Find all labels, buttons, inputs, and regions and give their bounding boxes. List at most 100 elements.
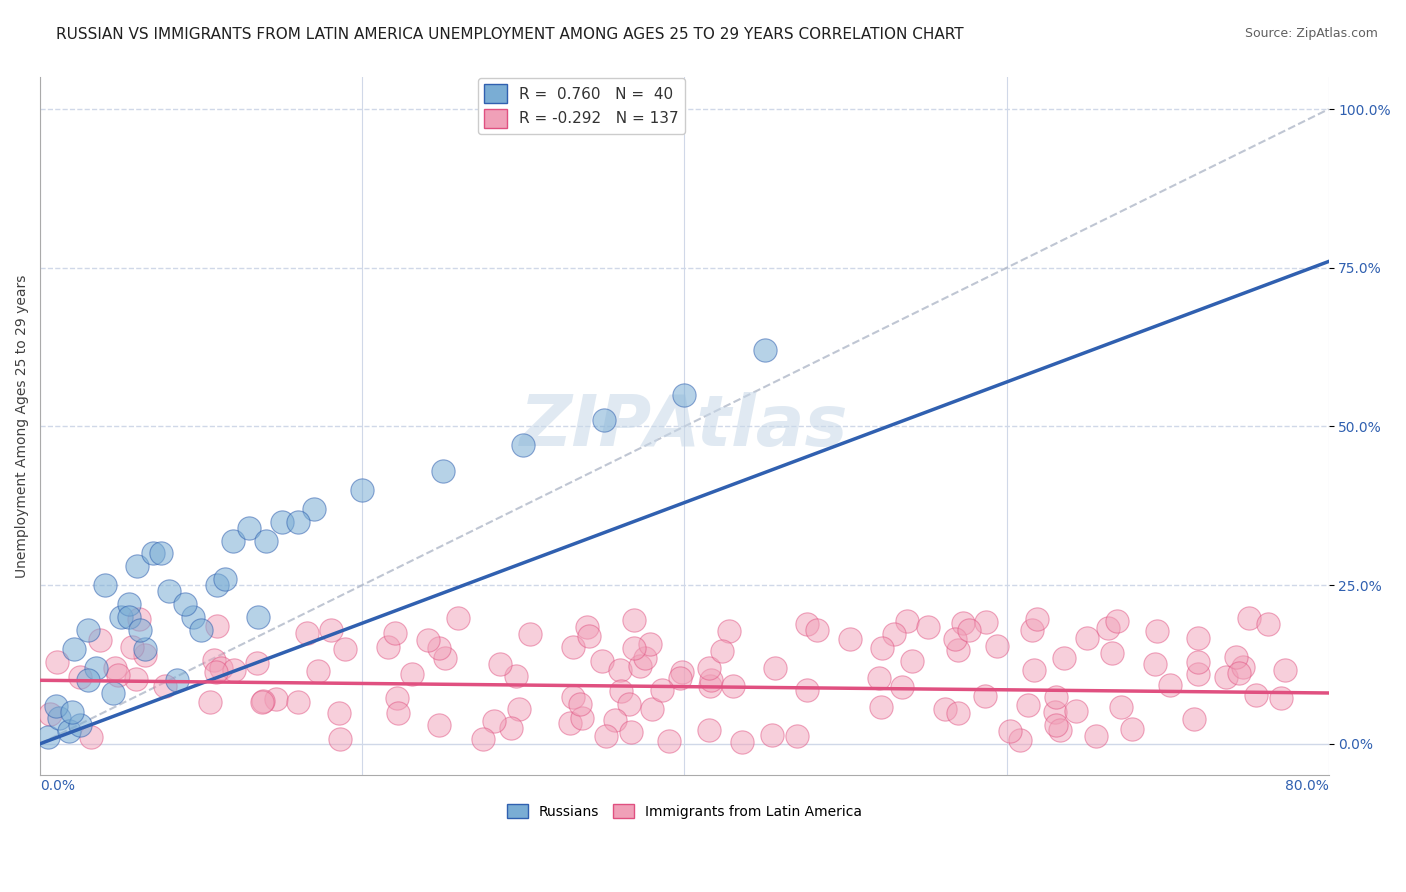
Immigrants from Latin America: [943, 632, 966, 646]
Immigrants from Latin America: [870, 700, 893, 714]
Text: RUSSIAN VS IMMIGRANTS FROM LATIN AMERICA UNEMPLOYMENT AMONG AGES 25 TO 29 YEARS : RUSSIAN VS IMMIGRANTS FROM LATIN AMERICA…: [56, 27, 965, 42]
Immigrants from Latin America: [628, 659, 651, 673]
Immigrants from Latin America: [1053, 650, 1076, 665]
Immigrants from Latin America: [1008, 732, 1031, 747]
Immigrants from Latin America: [917, 620, 939, 634]
Immigrants from Latin America: [1045, 718, 1067, 732]
Immigrants from Latin America: [447, 611, 470, 625]
Russians: [207, 578, 229, 592]
Russians: [190, 623, 212, 637]
Immigrants from Latin America: [595, 729, 617, 743]
Russians: [134, 641, 156, 656]
Immigrants from Latin America: [986, 639, 1008, 653]
Immigrants from Latin America: [697, 723, 720, 738]
Immigrants from Latin America: [957, 624, 980, 638]
Immigrants from Latin America: [561, 690, 583, 704]
Immigrants from Latin America: [1121, 722, 1143, 736]
Immigrants from Latin America: [387, 690, 409, 705]
Russians: [60, 705, 83, 719]
Text: Source: ZipAtlas.com: Source: ZipAtlas.com: [1244, 27, 1378, 40]
Immigrants from Latin America: [839, 632, 862, 646]
Immigrants from Latin America: [508, 702, 530, 716]
Immigrants from Latin America: [974, 615, 997, 630]
Immigrants from Latin America: [69, 670, 91, 684]
Russians: [77, 673, 100, 688]
Russians: [45, 698, 67, 713]
Russians: [181, 610, 204, 624]
Immigrants from Latin America: [471, 731, 494, 746]
Immigrants from Latin America: [651, 682, 673, 697]
Immigrants from Latin America: [39, 707, 62, 722]
Immigrants from Latin America: [1257, 616, 1279, 631]
Immigrants from Latin America: [638, 637, 661, 651]
Immigrants from Latin America: [1244, 688, 1267, 702]
Immigrants from Latin America: [578, 629, 600, 643]
Immigrants from Latin America: [266, 691, 288, 706]
Immigrants from Latin America: [1146, 624, 1168, 638]
Immigrants from Latin America: [335, 642, 357, 657]
Immigrants from Latin America: [571, 710, 593, 724]
Immigrants from Latin America: [623, 641, 645, 656]
Russians: [77, 623, 100, 637]
Immigrants from Latin America: [1105, 614, 1128, 628]
Immigrants from Latin America: [1017, 698, 1039, 712]
Immigrants from Latin America: [619, 725, 641, 739]
Russians: [93, 578, 115, 592]
Immigrants from Latin America: [198, 695, 221, 709]
Immigrants from Latin America: [121, 640, 143, 654]
Russians: [174, 597, 197, 611]
Immigrants from Latin America: [669, 671, 692, 685]
Immigrants from Latin America: [1064, 704, 1087, 718]
Immigrants from Latin America: [377, 640, 399, 654]
Immigrants from Latin America: [952, 616, 974, 631]
Immigrants from Latin America: [434, 651, 457, 665]
Immigrants from Latin America: [1097, 621, 1119, 635]
Immigrants from Latin America: [1043, 706, 1066, 720]
Russians: [58, 724, 80, 739]
Immigrants from Latin America: [974, 689, 997, 703]
Immigrants from Latin America: [1024, 663, 1046, 677]
Immigrants from Latin America: [609, 663, 631, 677]
Immigrants from Latin America: [568, 698, 591, 712]
Immigrants from Latin America: [416, 632, 439, 647]
Immigrants from Latin America: [384, 625, 406, 640]
Immigrants from Latin America: [900, 654, 922, 668]
Immigrants from Latin America: [488, 657, 510, 671]
Immigrants from Latin America: [1084, 730, 1107, 744]
Immigrants from Latin America: [870, 641, 893, 656]
Immigrants from Latin America: [718, 624, 741, 638]
Immigrants from Latin America: [134, 648, 156, 662]
Immigrants from Latin America: [710, 644, 733, 658]
Russians: [110, 610, 132, 624]
Immigrants from Latin America: [560, 716, 582, 731]
Immigrants from Latin America: [796, 683, 818, 698]
Immigrants from Latin America: [699, 679, 721, 693]
Immigrants from Latin America: [634, 651, 657, 665]
Immigrants from Latin America: [1274, 663, 1296, 677]
Immigrants from Latin America: [499, 722, 522, 736]
Immigrants from Latin America: [761, 728, 783, 742]
Immigrants from Latin America: [484, 714, 506, 728]
Immigrants from Latin America: [328, 732, 350, 747]
Russians: [270, 515, 292, 529]
Immigrants from Latin America: [1144, 657, 1167, 671]
Immigrants from Latin America: [1182, 712, 1205, 726]
Russians: [37, 731, 59, 745]
Y-axis label: Unemployment Among Ages 25 to 29 years: Unemployment Among Ages 25 to 29 years: [15, 275, 30, 578]
Russians: [754, 343, 776, 358]
Immigrants from Latin America: [1187, 666, 1209, 681]
Immigrants from Latin America: [1026, 612, 1049, 626]
Immigrants from Latin America: [763, 661, 786, 675]
Russians: [352, 483, 374, 497]
Immigrants from Latin America: [561, 640, 583, 655]
Russians: [592, 413, 614, 427]
Russians: [129, 623, 152, 637]
Russians: [125, 559, 148, 574]
Immigrants from Latin America: [697, 661, 720, 675]
Immigrants from Latin America: [617, 697, 640, 711]
Russians: [48, 711, 70, 725]
Immigrants from Latin America: [125, 672, 148, 686]
Immigrants from Latin America: [1239, 611, 1261, 625]
Immigrants from Latin America: [731, 735, 754, 749]
Immigrants from Latin America: [128, 612, 150, 626]
